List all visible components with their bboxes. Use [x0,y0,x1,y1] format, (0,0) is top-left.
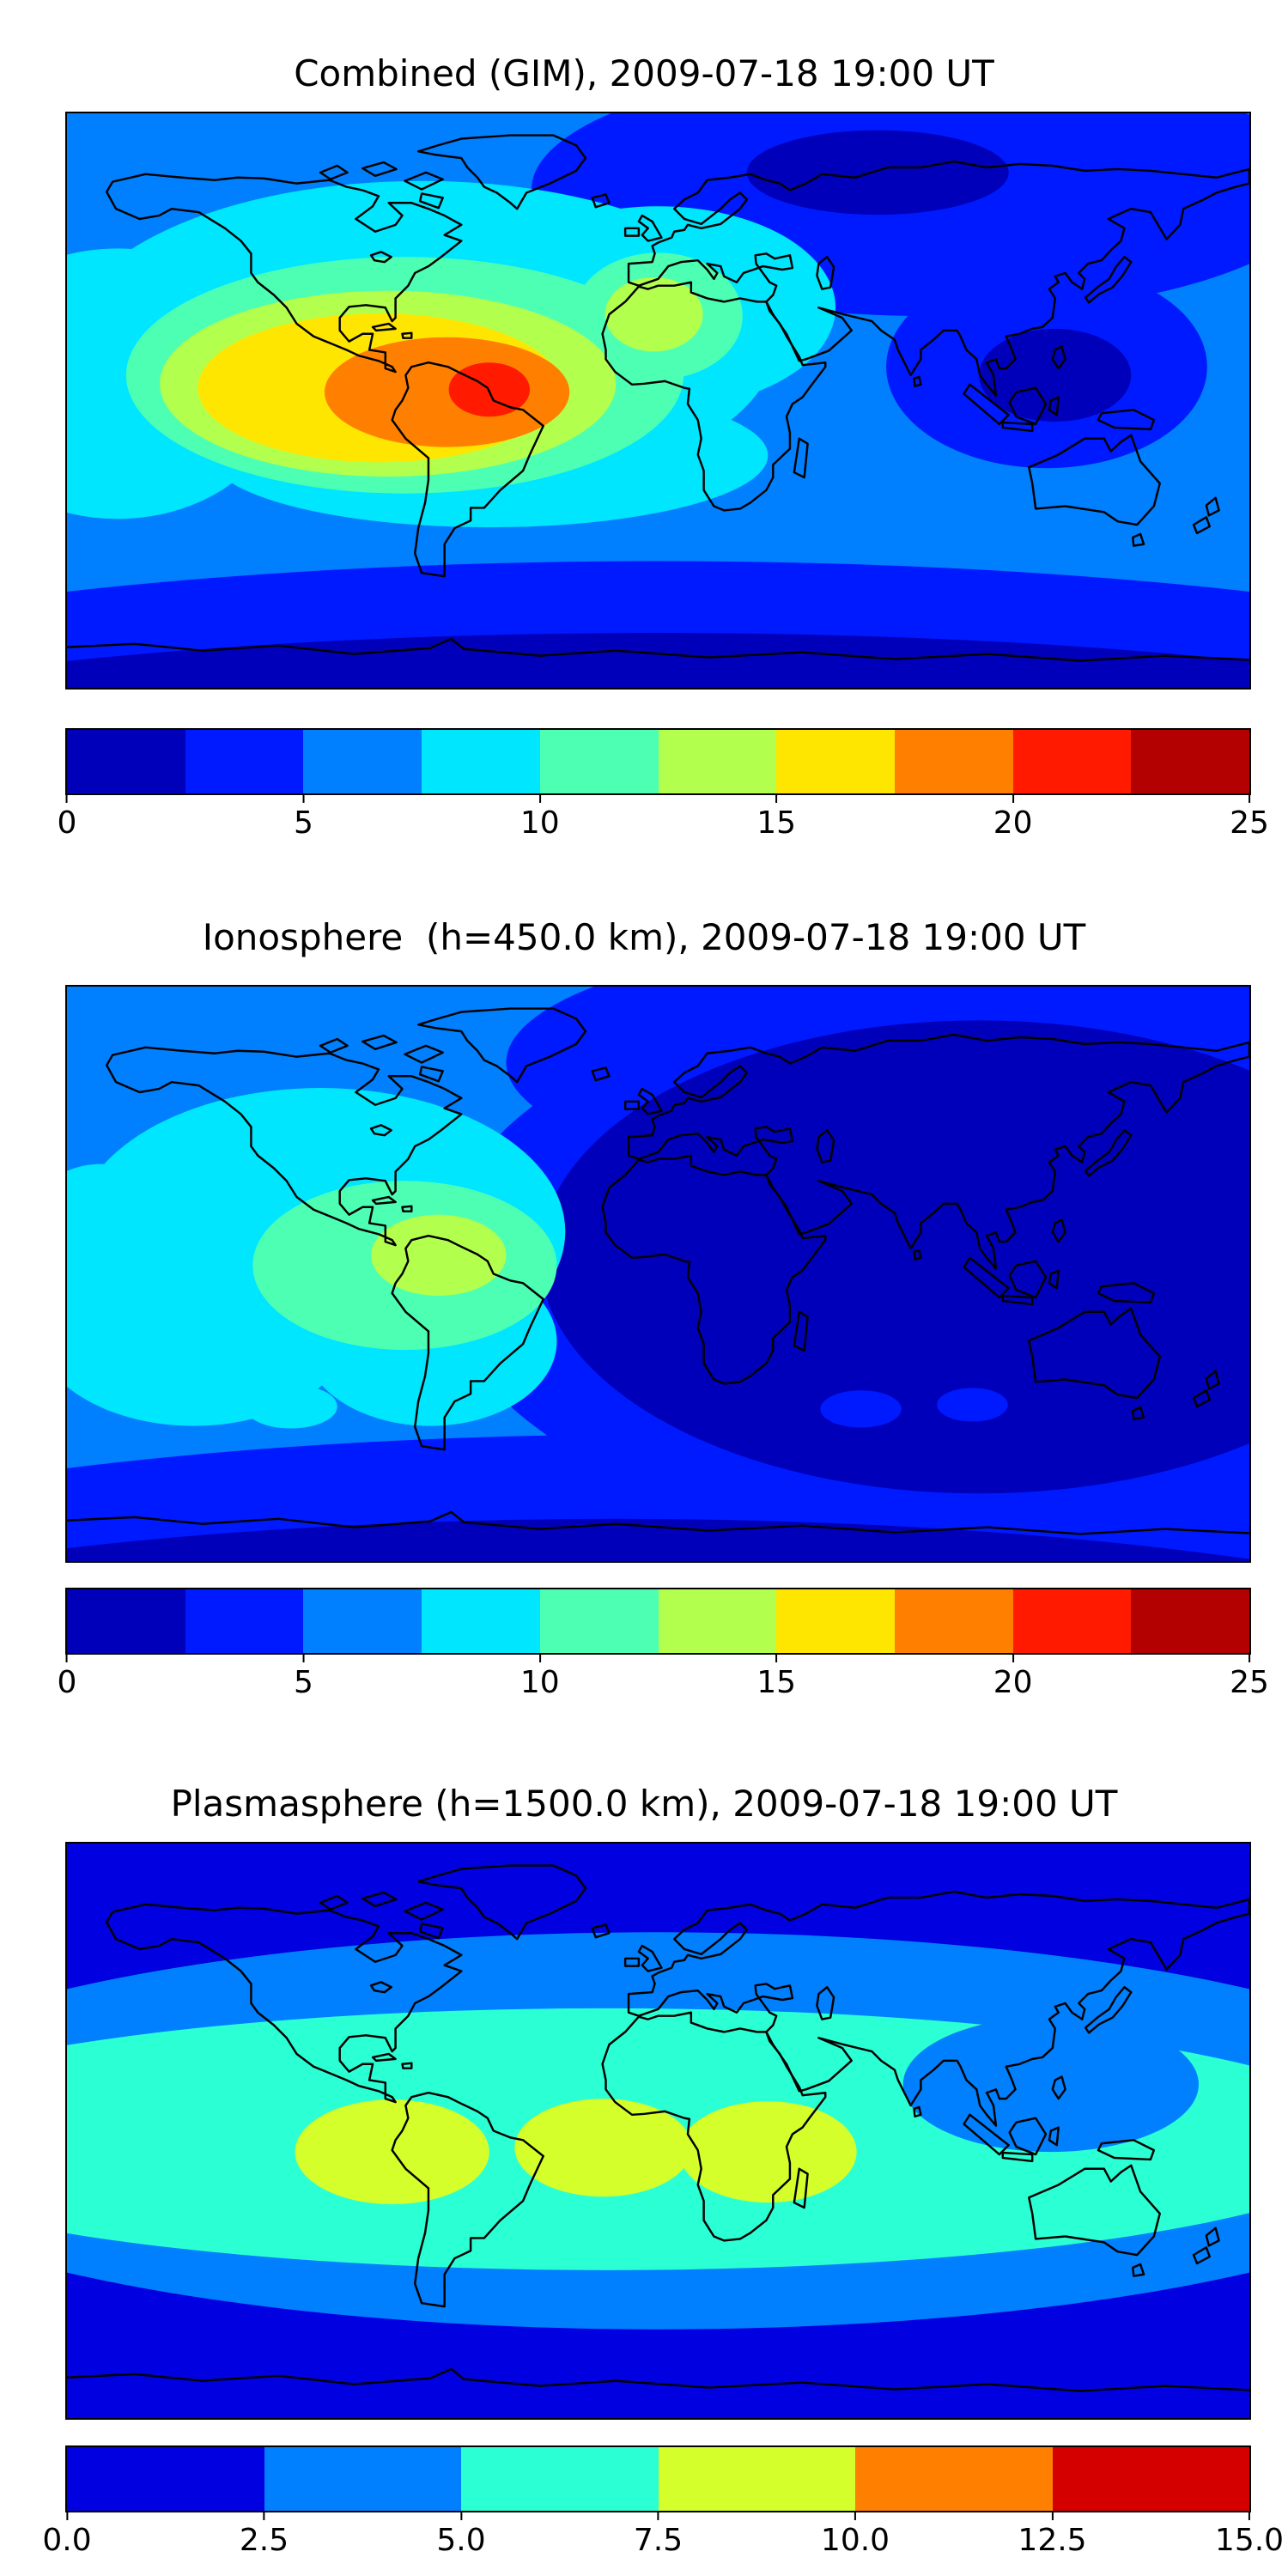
colorbar-tick-label: 5 [294,795,313,841]
map-svg-ionosphere [67,987,1249,1561]
contour-field-combined [67,113,1249,688]
colorbar-tick-label: 5.0 [436,2512,485,2558]
colorbar-segment [67,730,185,793]
colorbar-ticks-ionosphere: 0 5 10 15 20 25 [58,1655,1269,1710]
colorbar-segment [1131,730,1250,793]
colorbar-ionosphere [65,1588,1251,1655]
colorbar-segment [422,730,540,793]
colorbar-segment [303,1589,422,1653]
colorbar-segment [776,1589,895,1653]
panel-title-combined: Combined (GIM), 2009-07-18 19:00 UT [294,52,994,94]
colorbar-segment [855,2447,1053,2511]
colorbar-segment [539,730,659,793]
map-plasmasphere [65,1842,1251,2420]
colorbar-tick-label: 5 [294,1655,313,1700]
colorbar-tick-label: 10 [520,1655,560,1700]
colorbar-segment [303,730,422,793]
colorbar-segment [658,1589,777,1653]
colorbar-tick-label: 15 [756,1655,796,1700]
map-svg-plasmasphere [67,1844,1249,2418]
colorbar-tick-label: 15 [756,795,796,841]
map-ionosphere [65,985,1251,1563]
panel-title-ionosphere: Ionosphere (h=450.0 km), 2009-07-18 19:0… [202,916,1086,958]
colorbar-segment [539,1589,659,1653]
contour-field-ionosphere [67,987,1249,1561]
map-combined [65,112,1251,690]
colorbar-segment [461,2447,659,2511]
colorbar-segment [658,730,777,793]
colorbar-ticks-combined: 0 5 10 15 20 25 [58,795,1269,850]
colorbar-segment [894,1589,1013,1653]
colorbar-tick-label: 0.0 [42,2512,91,2558]
colorbar-segment [67,2447,264,2511]
colorbar-plasmasphere [65,2445,1251,2512]
colorbar-segment [1012,730,1132,793]
colorbar-segment [1012,1589,1132,1653]
colorbar-tick-label: 10 [520,795,560,841]
colorbar-combined [65,728,1251,795]
contour-field-plasmasphere [67,1844,1249,2418]
colorbar-tick-label: 25 [1230,795,1269,841]
colorbar-segment [185,1589,304,1653]
colorbar-tick-label: 20 [993,1655,1033,1700]
panel-title-plasmasphere: Plasmasphere (h=1500.0 km), 2009-07-18 1… [170,1783,1118,1825]
colorbar-segment [422,1589,540,1653]
colorbar-tick-label: 15.0 [1215,2512,1284,2558]
colorbar-segment [776,730,895,793]
colorbar-tick-label: 7.5 [634,2512,683,2558]
colorbar-tick-label: 25 [1230,1655,1269,1700]
colorbar-segment [67,1589,185,1653]
colorbar-segment [1131,1589,1250,1653]
colorbar-tick-label: 10.0 [821,2512,890,2558]
colorbar-segment [1052,2447,1249,2511]
colorbar-tick-label: 0 [58,795,77,841]
map-svg-combined [67,113,1249,688]
colorbar-segment [894,730,1013,793]
colorbar-tick-label: 0 [58,1655,77,1700]
colorbar-segment [658,2447,855,2511]
colorbar-segment [185,730,304,793]
colorbar-segment [264,2447,461,2511]
colorbar-tick-label: 12.5 [1018,2512,1086,2558]
colorbar-tick-label: 20 [993,795,1033,841]
colorbar-ticks-plasmasphere: 0.0 2.5 5.0 7.5 10.0 12.5 15.0 [42,2512,1284,2567]
colorbar-tick-label: 2.5 [240,2512,289,2558]
